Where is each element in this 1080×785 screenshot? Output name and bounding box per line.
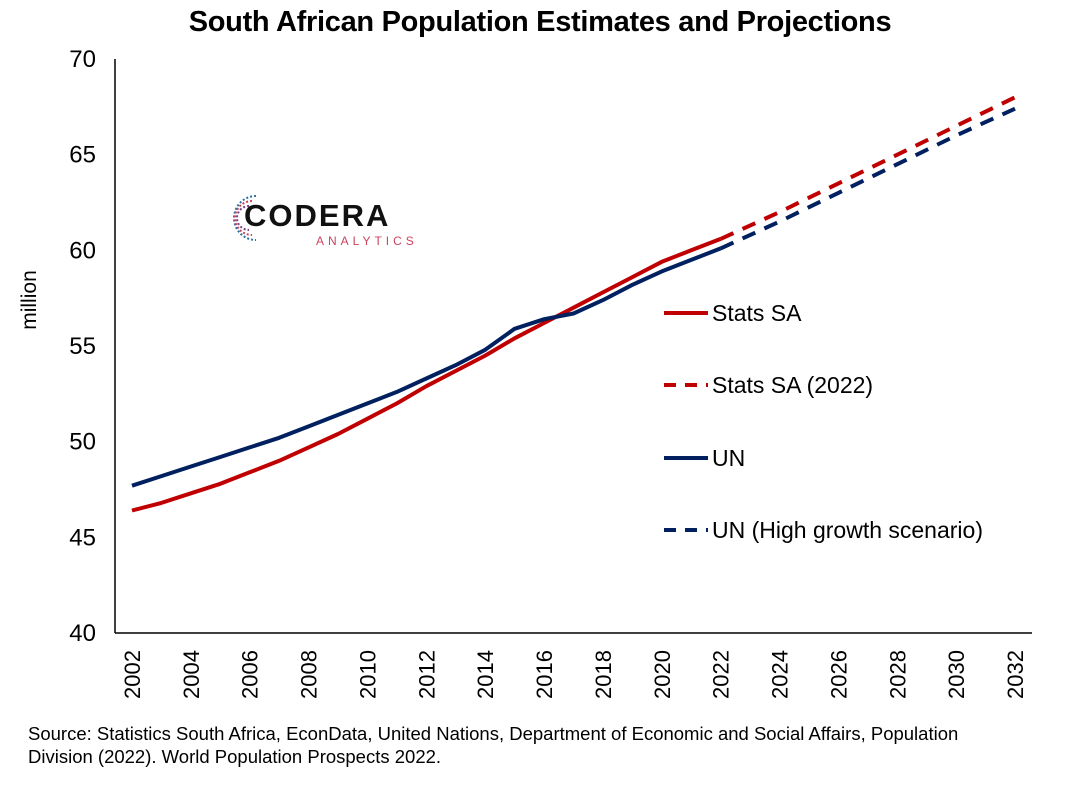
- series-line-2: [131, 246, 722, 488]
- y-tick-label: 50: [69, 429, 96, 456]
- y-tick-label: 45: [69, 524, 96, 551]
- legend: Stats SA Stats SA (2022) UN UN (High growth…: [664, 300, 983, 543]
- y-tick-label: 60: [69, 237, 96, 264]
- series-line-1: [719, 95, 1016, 241]
- series-lines: [131, 95, 1016, 513]
- x-tick-label: 2028: [885, 650, 910, 699]
- y-tick-label: 70: [69, 46, 96, 73]
- axes: [114, 59, 1032, 634]
- codera-logo: CODERA ANALYTICS: [222, 186, 432, 250]
- y-tick-label: 55: [69, 333, 96, 360]
- legend-label-0: Stats SA: [712, 300, 802, 326]
- x-tick-labels: 2002 2004 2006 2008 2010 2012 2014 2016 2018 2020…: [120, 650, 1028, 699]
- x-tick-label: 2004: [179, 650, 204, 699]
- x-tick-label: 2010: [355, 650, 380, 699]
- x-tick-label: 2008: [297, 650, 322, 699]
- y-tick-label: 40: [69, 620, 96, 647]
- x-tick-label: 2026: [826, 650, 851, 699]
- x-tick-label: 2030: [944, 650, 969, 699]
- source-note: Source: Statistics South Africa, EconDat…: [28, 723, 959, 767]
- legend-label-1: Stats SA (2022): [712, 372, 873, 398]
- x-tick-label: 2016: [532, 650, 557, 699]
- series-line-3: [719, 106, 1016, 251]
- x-tick-label: 2006: [238, 650, 263, 699]
- legend-label-2: UN: [712, 445, 745, 471]
- logo-mark-icon: [233, 195, 257, 241]
- chart-title: South African Population Estimates and P…: [188, 6, 892, 38]
- x-tick-label: 2024: [768, 650, 793, 699]
- x-tick-label: 2022: [709, 650, 734, 699]
- x-tick-label: 2032: [1003, 650, 1028, 699]
- x-tick-label: 2018: [591, 650, 616, 699]
- x-tick-label: 2014: [473, 650, 498, 699]
- logo-wordmark: CODERA: [244, 198, 391, 233]
- x-tick-label: 2020: [650, 650, 675, 699]
- x-tick-label: 2012: [414, 650, 439, 699]
- y-tick-labels: 40 45 50 55 60 65 70: [69, 46, 96, 647]
- legend-label-3: UN (High growth scenario): [712, 517, 983, 543]
- logo-subtitle: ANALYTICS: [316, 234, 418, 248]
- x-tick-label: 2002: [120, 650, 145, 699]
- series-line-0: [131, 237, 722, 513]
- y-axis-label: million: [18, 270, 41, 330]
- y-tick-label: 65: [69, 142, 96, 169]
